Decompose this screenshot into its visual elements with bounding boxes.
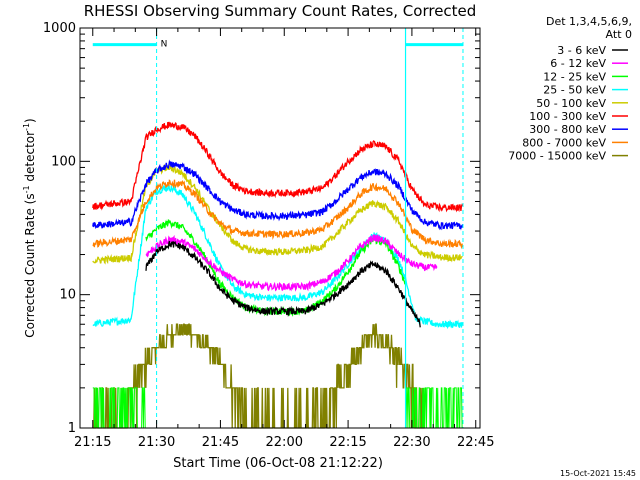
axis-layer: 21:15 21:30 21:45 22:00 22:15 22:30 22:45 1 10 10… [43, 21, 495, 450]
legend-label: 300 - 800 keV [529, 123, 606, 136]
n-marker-label: N [161, 40, 168, 50]
legend-label: 100 - 300 keV [529, 110, 606, 123]
footer-date: 15-Oct-2021 15:45 [560, 469, 636, 478]
y-label-sup: -1 [22, 123, 31, 131]
x-tick-label: 21:45 [202, 435, 239, 450]
legend-header-line: Att 0 [606, 28, 632, 41]
series-line [92, 323, 425, 429]
legend-label: 25 - 50 keV [543, 84, 606, 97]
y-label-part: ) [23, 118, 37, 123]
chart-title: RHESSI Observing Summary Count Rates, Co… [84, 2, 477, 20]
legend-label: 50 - 100 keV [536, 97, 606, 110]
legend-label: 12 - 25 keV [543, 70, 606, 83]
series-line [92, 159, 464, 231]
y-tick-label: 1 [68, 421, 76, 436]
legend-label: 3 - 6 keV [557, 44, 606, 57]
x-tick-label: 22:15 [329, 435, 366, 450]
legend-header-line: Det 1,3,4,5,6,9, [546, 15, 632, 28]
y-label-part: Corrected Count Rate (s [23, 193, 37, 337]
y-label-part: detector [23, 131, 37, 186]
x-tick-label: 22:30 [393, 435, 430, 450]
x-tick-label: 22:45 [457, 435, 494, 450]
series-line [145, 240, 421, 328]
series-line [145, 219, 407, 317]
series-noise [92, 387, 146, 429]
legend-label: 7000 - 15000 keV [508, 150, 606, 163]
x-tick-label: 22:00 [266, 435, 303, 450]
x-tick-label: 21:30 [138, 435, 175, 450]
series-line [92, 179, 464, 250]
series-noise [405, 387, 463, 429]
series-line [92, 121, 464, 213]
y-tick-label: 10 [59, 288, 76, 303]
legend-label: 6 - 12 keV [550, 57, 606, 70]
y-tick-label: 100 [51, 154, 76, 169]
series-line [145, 234, 438, 292]
plot-area: N 21:15 21:30 21:45 22:00 22:15 22:30 22:45 1 10… [43, 21, 495, 450]
series-line [92, 182, 463, 330]
y-label-sup: -1 [22, 185, 31, 193]
plot-frame [79, 27, 481, 429]
y-tick-label: 1000 [43, 21, 76, 36]
y-axis-label: Corrected Count Rate (s-1 detector-1) [22, 118, 37, 337]
series-layer [92, 121, 464, 429]
legend-label: 800 - 7000 keV [522, 136, 606, 149]
x-axis-label: Start Time (06-Oct-08 21:12:22) [173, 456, 383, 471]
x-tick-label: 21:15 [74, 435, 111, 450]
marker-layer: N [92, 28, 464, 428]
